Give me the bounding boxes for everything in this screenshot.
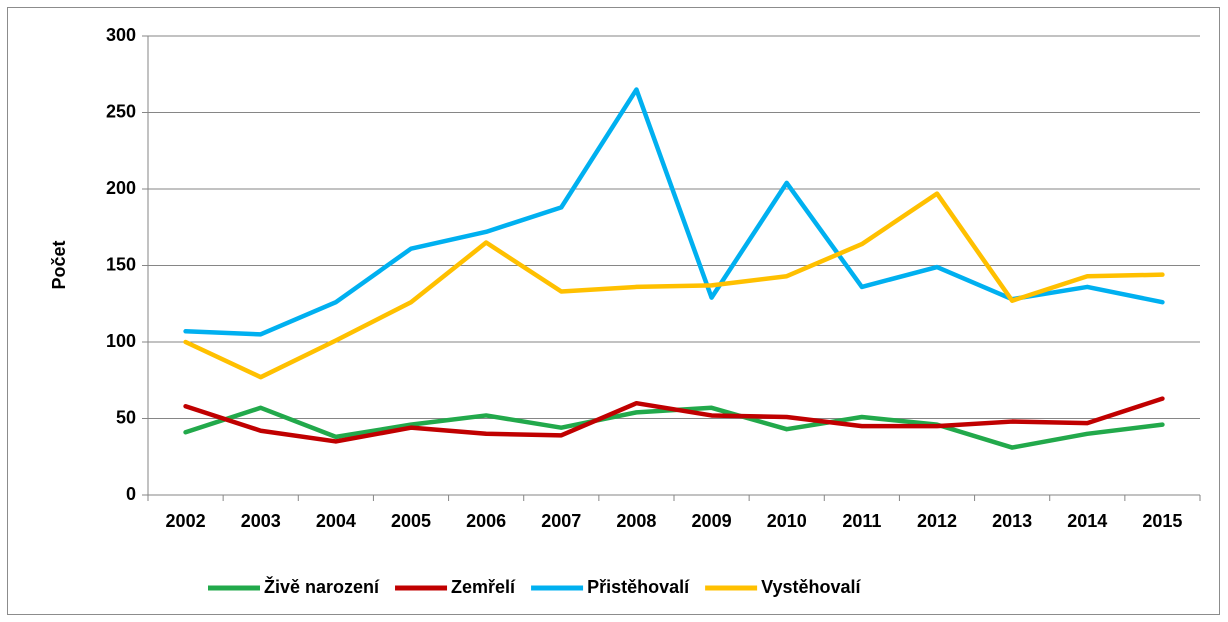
legend-label: Zemřelí	[451, 577, 516, 597]
x-tick-label: 2006	[466, 511, 506, 531]
legend-label: Vystěhovalí	[761, 577, 861, 597]
x-tick-label: 2013	[992, 511, 1032, 531]
y-tick-label: 0	[126, 484, 136, 504]
y-tick-label: 300	[106, 25, 136, 45]
chart-border	[7, 7, 1220, 615]
x-tick-label: 2011	[842, 511, 881, 531]
x-tick-label: 2010	[767, 511, 807, 531]
y-tick-label: 150	[106, 254, 136, 274]
x-tick-label: 2015	[1142, 511, 1182, 531]
x-tick-label: 2003	[241, 511, 281, 531]
x-tick-label: 2014	[1067, 511, 1107, 531]
series-line	[183, 396, 1165, 444]
x-tick-label: 2009	[692, 511, 732, 531]
x-tick-label: 2005	[391, 511, 431, 531]
y-tick-label: 100	[106, 331, 136, 351]
legend-label: Živě narození	[264, 576, 380, 597]
x-tick-label: 2002	[166, 511, 206, 531]
legend-label: Přistěhovalí	[587, 577, 690, 597]
series-line	[183, 191, 1165, 380]
x-tick-label: 2008	[616, 511, 656, 531]
y-tick-label: 250	[106, 101, 136, 121]
x-tick-label: 2012	[917, 511, 957, 531]
y-axis-label: Počet	[49, 240, 69, 289]
series-line	[183, 87, 1165, 337]
y-tick-label: 50	[116, 407, 136, 427]
x-tick-label: 2004	[316, 511, 356, 531]
y-tick-label: 200	[106, 178, 136, 198]
x-tick-label: 2007	[541, 511, 581, 531]
